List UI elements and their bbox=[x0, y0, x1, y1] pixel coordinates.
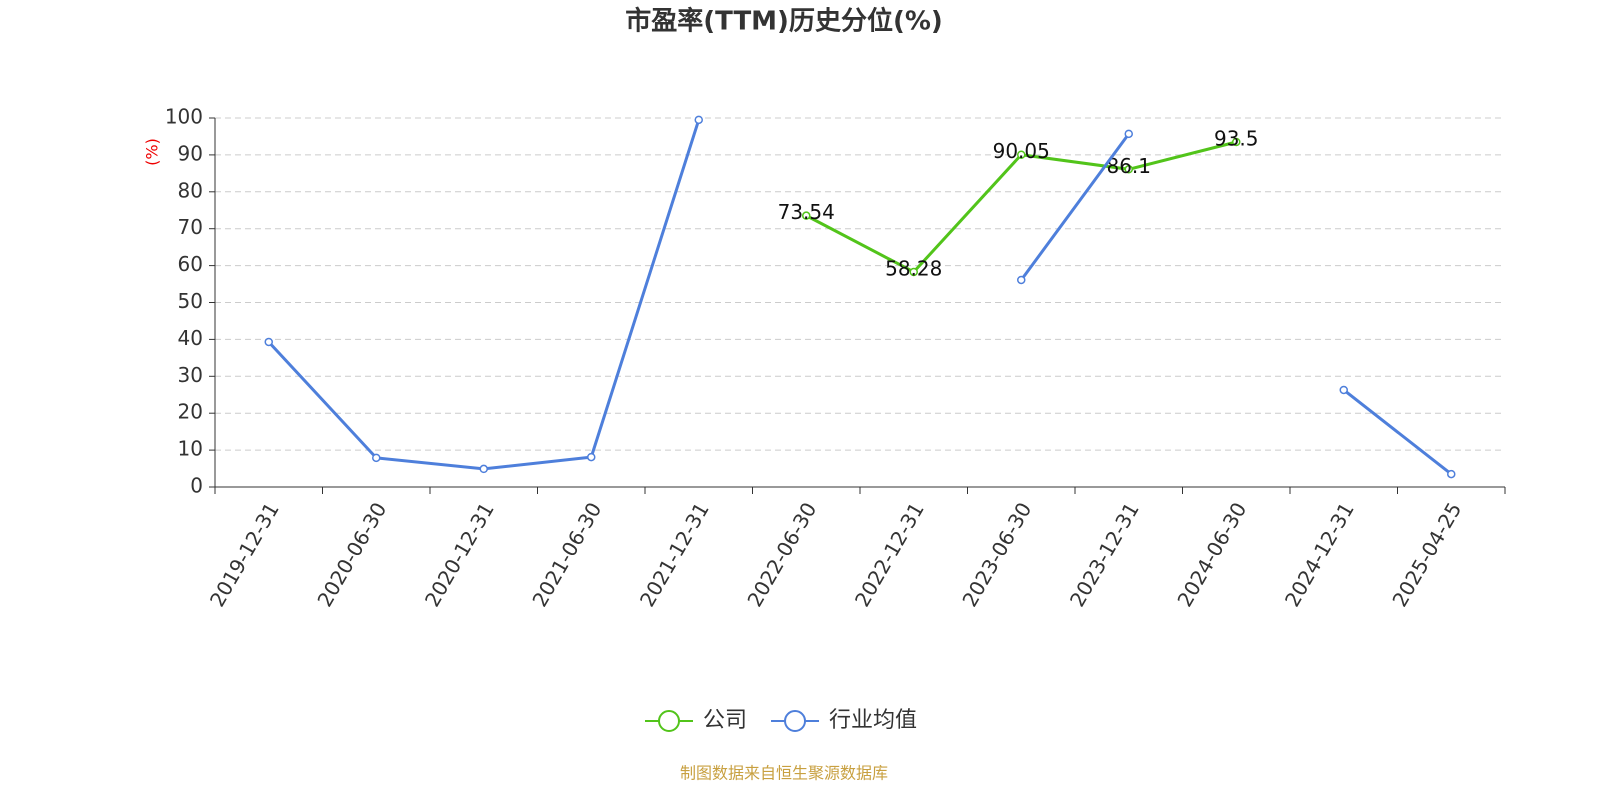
data-point bbox=[1124, 129, 1133, 139]
data-point bbox=[1339, 385, 1348, 395]
y-tick-label: 100 bbox=[165, 105, 203, 129]
legend-marker bbox=[658, 710, 680, 732]
y-tick-label: 20 bbox=[178, 400, 203, 424]
data-point bbox=[264, 337, 273, 347]
data-point bbox=[372, 453, 381, 463]
y-tick-label: 50 bbox=[178, 289, 203, 313]
legend-marker bbox=[784, 710, 807, 732]
data-point bbox=[479, 464, 488, 474]
x-tick-label: 2022-12-31 bbox=[850, 498, 929, 611]
x-tick-label: 2020-12-31 bbox=[420, 498, 499, 611]
data-point bbox=[1017, 275, 1026, 285]
y-axis-label: (%) bbox=[143, 138, 162, 166]
y-tick-label: 40 bbox=[178, 326, 203, 350]
x-tick-label: 2021-06-30 bbox=[527, 498, 606, 611]
data-point bbox=[1017, 150, 1026, 159]
series-line bbox=[267, 119, 1453, 476]
y-tick-label: 30 bbox=[178, 363, 203, 387]
value-label: 90.05 bbox=[993, 139, 1050, 163]
data-point bbox=[587, 452, 596, 462]
y-tick-label: 90 bbox=[178, 141, 203, 165]
x-tick-label: 2019-12-31 bbox=[205, 498, 284, 611]
data-point bbox=[1447, 469, 1456, 479]
chart-title: 市盈率(TTM)历史分位(%) bbox=[625, 6, 943, 37]
value-label: 73.54 bbox=[778, 200, 835, 224]
x-tick-label: 2022-06-30 bbox=[742, 498, 821, 611]
x-tick-label: 2024-06-30 bbox=[1172, 498, 1251, 611]
legend-label: 公司 bbox=[703, 708, 747, 733]
value-label: 93.5 bbox=[1214, 126, 1259, 150]
y-tick-label: 10 bbox=[178, 437, 203, 461]
legend-label: 行业均值 bbox=[829, 708, 917, 733]
source-note: 制图数据来自恒生聚源数据库 bbox=[680, 764, 888, 783]
data-point bbox=[694, 115, 703, 125]
data-point bbox=[1232, 137, 1241, 147]
x-tick-label: 2025-04-25 bbox=[1387, 498, 1466, 611]
x-tick-label: 2023-06-30 bbox=[957, 498, 1036, 611]
x-tick-label: 2023-12-31 bbox=[1065, 498, 1144, 611]
data-point bbox=[909, 267, 918, 277]
value-label: 86.1 bbox=[1106, 154, 1151, 178]
x-tick-label: 2020-06-30 bbox=[312, 498, 391, 611]
y-tick-label: 70 bbox=[178, 215, 203, 239]
data-point bbox=[1124, 165, 1133, 174]
x-tick-label: 2021-12-31 bbox=[635, 498, 714, 611]
y-tick-label: 60 bbox=[178, 252, 203, 276]
data-point bbox=[802, 211, 811, 220]
y-tick-label: 80 bbox=[178, 178, 203, 202]
x-tick-label: 2024-12-31 bbox=[1280, 498, 1359, 611]
value-label: 58.28 bbox=[885, 256, 942, 280]
y-tick-label: 0 bbox=[190, 474, 203, 498]
